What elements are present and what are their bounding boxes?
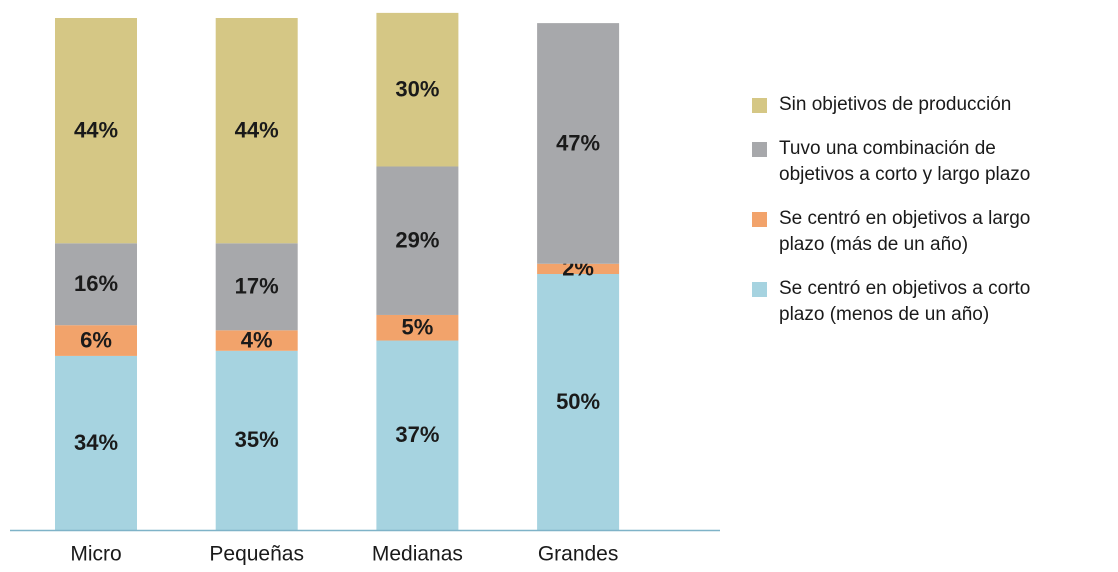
value-label: 6% [80,327,112,352]
x-tick-label: Medianas [372,543,463,566]
bar-segment [376,166,459,315]
bar-segment [215,350,298,530]
legend-item: Tuvo una combinación de objetivos a cort… [752,136,1118,188]
bar-segment [376,12,459,167]
bar-segment [537,263,620,274]
value-label: 16% [74,271,118,296]
legend-item: Se centró en objetivos a corto plazo (me… [752,276,1118,328]
bar-segment [55,243,137,326]
value-label: 34% [74,430,118,455]
value-label: 37% [395,422,439,447]
bar-segment [537,274,620,530]
legend-swatch [752,98,767,113]
bar-segment [376,340,459,530]
value-label: 35% [235,427,279,452]
bar-segment [55,355,137,530]
bar-segment [215,243,298,331]
value-label: 17% [235,274,279,299]
value-label: 44% [74,117,118,142]
legend-item: Sin objetivos de producción [752,92,1118,118]
legend-swatch [752,212,767,227]
value-label: 5% [402,315,434,340]
value-label: 29% [395,228,439,253]
legend: Sin objetivos de producción Tuvo una comb… [752,92,1118,328]
x-tick-label: Grandes [538,543,619,566]
bar-segment [55,18,137,244]
bar-segment [215,18,298,244]
value-label: 47% [556,130,600,155]
legend-label: Se centró en objetivos a largo plazo (má… [779,208,1031,255]
value-label: 50% [556,389,600,414]
legend-swatch [752,282,767,297]
x-tick-label: Micro [70,543,121,566]
value-label: 44% [235,117,279,142]
bar-segment [215,330,298,351]
value-label: 4% [241,327,273,352]
chart: 34% 6% 16% 44% Micro 35% 4% 17% 44% Pequeñas 37% 5%… [10,12,720,566]
legend-label: Se centró en objetivos a corto plazo (me… [779,278,1031,325]
legend-item: Se centró en objetivos a largo plazo (má… [752,206,1118,258]
bar-segment [376,314,459,341]
legend-swatch [752,142,767,157]
legend-label: Tuvo una combinación de objetivos a cort… [779,138,1031,185]
value-label: 30% [395,76,439,101]
bar-segment [55,325,137,356]
x-tick-label: Pequeñas [209,543,304,566]
legend-label: Sin objetivos de producción [779,94,1012,115]
bar-segment [537,23,620,264]
